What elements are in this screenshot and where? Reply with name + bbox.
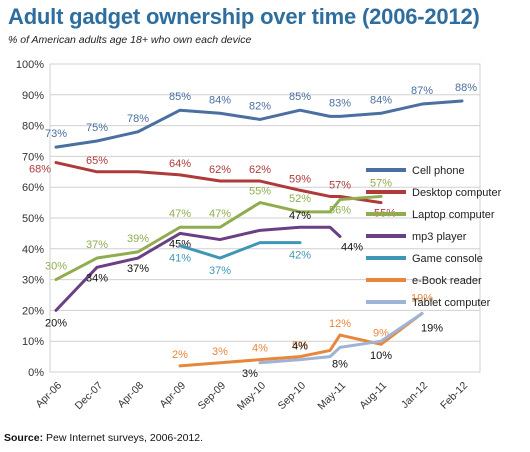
data-label-cell-phone: 84% — [370, 94, 392, 106]
data-label-cell-phone: 75% — [86, 122, 108, 134]
data-label-cell-phone: 85% — [289, 91, 311, 103]
legend-label-e-book-reader: e-Book reader — [412, 275, 482, 287]
x-tick-label: Apr-06 — [33, 380, 64, 411]
data-label-tablet-computer: 4% — [292, 341, 308, 353]
data-label-laptop-computer: 57% — [370, 177, 392, 189]
data-label-cell-phone: 83% — [329, 97, 351, 109]
x-tick-label: May-10 — [235, 380, 268, 413]
data-label-desktop-computer: 68% — [29, 164, 51, 176]
data-label-e-book-reader: 3% — [212, 346, 228, 358]
source-note: Source: Pew Internet surveys, 2006-2012. — [4, 432, 203, 444]
legend-label-laptop-computer: Laptop computer — [412, 209, 495, 221]
x-tick-label: Apr-09 — [157, 380, 188, 411]
data-label-mp3-player: 37% — [127, 263, 149, 275]
x-tick-label: Sep-10 — [276, 380, 309, 413]
legend-label-cell-phone: Cell phone — [412, 165, 465, 177]
data-label-laptop-computer: 47% — [169, 208, 191, 220]
y-tick-label: 30% — [22, 275, 44, 287]
data-label-laptop-computer: 52% — [289, 193, 311, 205]
data-label-laptop-computer: 47% — [209, 208, 231, 220]
data-label-cell-phone: 87% — [411, 85, 433, 97]
x-tick-label: Aug-11 — [357, 380, 389, 412]
source-label: Source: — [4, 432, 44, 444]
source-text: Pew Internet surveys, 2006-2012. — [46, 432, 204, 444]
data-label-mp3-player: 20% — [45, 317, 67, 329]
chart-subtitle: % of American adults age 18+ who own eac… — [8, 34, 252, 46]
data-label-cell-phone: 73% — [45, 128, 67, 140]
y-tick-label: 100% — [16, 59, 44, 71]
series-line-game-console — [178, 241, 302, 260]
data-label-mp3-player: 47% — [289, 210, 311, 222]
series-line-desktop-computer — [54, 161, 383, 205]
y-tick-label: 80% — [22, 121, 44, 133]
legend-label-tablet-computer: Tablet computer — [412, 297, 491, 309]
data-label-laptop-computer: 56% — [329, 205, 351, 217]
data-label-e-book-reader: 9% — [373, 327, 389, 339]
data-label-desktop-computer: 57% — [329, 179, 351, 191]
data-label-game-console: 42% — [289, 250, 311, 262]
data-label-mp3-player: 44% — [341, 241, 363, 253]
data-label-cell-phone: 88% — [455, 82, 477, 94]
x-tick-label: May-11 — [315, 380, 348, 413]
x-tick-label: Feb-12 — [438, 380, 470, 412]
y-tick-label: 70% — [22, 151, 44, 163]
data-label-cell-phone: 84% — [209, 94, 231, 106]
data-label-tablet-computer: 19% — [421, 322, 443, 334]
data-label-game-console: 37% — [209, 265, 231, 277]
data-label-tablet-computer: 3% — [242, 368, 258, 380]
data-label-laptop-computer: 39% — [127, 233, 149, 245]
data-label-desktop-computer: 62% — [209, 164, 231, 176]
data-label-e-book-reader: 12% — [329, 318, 351, 330]
series-line-mp3-player — [54, 225, 342, 312]
series-line-laptop-computer — [54, 194, 383, 282]
x-tick-label: Jan-12 — [399, 380, 430, 411]
chart-title: Adult gadget ownership over time (2006-2… — [8, 4, 480, 29]
data-label-cell-phone: 78% — [127, 113, 149, 125]
series-line-cell-phone — [54, 99, 464, 149]
legend-label-desktop-computer: Desktop computer — [412, 187, 502, 199]
data-label-laptop-computer: 30% — [45, 261, 67, 273]
data-label-desktop-computer: 62% — [249, 164, 271, 176]
data-label-desktop-computer: 64% — [169, 158, 191, 170]
legend-label-game-console: Game console — [412, 253, 483, 265]
y-tick-label: 20% — [22, 305, 44, 317]
series-line-tablet-computer — [258, 311, 424, 365]
data-label-cell-phone: 82% — [249, 100, 271, 112]
x-tick-label: Sep-09 — [196, 380, 229, 413]
y-tick-label: 90% — [22, 90, 44, 102]
x-tick-label: Apr-08 — [115, 380, 146, 411]
x-tick-label: Dec-07 — [73, 380, 106, 413]
data-label-cell-phone: 85% — [169, 91, 191, 103]
data-label-tablet-computer: 10% — [370, 350, 392, 362]
y-tick-label: 60% — [22, 182, 44, 194]
data-label-desktop-computer: 59% — [289, 173, 311, 185]
data-label-tablet-computer: 8% — [332, 358, 348, 370]
data-label-mp3-player: 34% — [86, 272, 108, 284]
line-chart: 0%10%20%30%40%50%60%70%80%90%100%Apr-06 D… — [16, 59, 502, 413]
legend-label-mp3-player: mp3 player — [412, 231, 467, 243]
y-tick-label: 0% — [28, 367, 44, 379]
y-tick-label: 50% — [22, 213, 44, 225]
data-label-game-console: 41% — [169, 253, 191, 265]
data-label-e-book-reader: 19% — [411, 292, 433, 304]
data-label-e-book-reader: 4% — [252, 343, 268, 355]
data-label-desktop-computer: 65% — [86, 155, 108, 167]
y-tick-label: 10% — [22, 336, 44, 348]
y-tick-label: 40% — [22, 244, 44, 256]
data-label-laptop-computer: 37% — [86, 239, 108, 251]
data-label-e-book-reader: 2% — [172, 349, 188, 361]
data-label-laptop-computer: 55% — [249, 186, 271, 198]
data-label-e-book-reader: 5% — [292, 340, 308, 352]
